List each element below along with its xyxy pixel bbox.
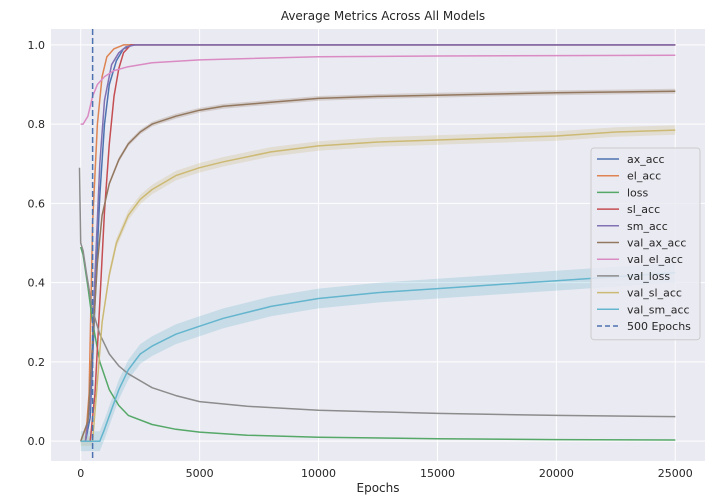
y-tick-label: 0.8 xyxy=(28,118,46,131)
x-tick-label: 5000 xyxy=(186,467,214,480)
x-axis-title: Epochs xyxy=(357,481,400,495)
legend-label: loss xyxy=(627,186,649,199)
x-tick-label: 10000 xyxy=(301,467,336,480)
legend-label: ax_acc xyxy=(627,153,665,166)
series-line-val_el_acc xyxy=(80,54,676,125)
legend-label: val_loss xyxy=(627,270,670,283)
legend-label: el_acc xyxy=(627,170,661,183)
y-tick-label: 0.4 xyxy=(28,277,46,290)
legend-label: val_ax_acc xyxy=(627,237,686,250)
x-tick-label: 15000 xyxy=(420,467,455,480)
y-tick-label: 0.2 xyxy=(28,356,46,369)
legend-box xyxy=(590,147,701,341)
legend-label: val_el_acc xyxy=(627,253,683,266)
chart-title: Average Metrics Across All Models xyxy=(281,9,485,23)
legend-label: val_sl_acc xyxy=(627,287,682,300)
series-line-val_sm_acc xyxy=(80,271,676,442)
y-axis-ticks: 0.0 0.2 0.4 0.6 0.8 1.0 xyxy=(28,39,46,448)
confidence-bands xyxy=(80,88,676,452)
series-line-val_sl_acc xyxy=(80,129,676,442)
y-tick-label: 1.0 xyxy=(28,39,46,52)
series-lines xyxy=(78,44,676,442)
legend-label: 500 Epochs xyxy=(627,320,691,333)
series-line-val_ax_acc xyxy=(79,90,676,442)
y-tick-label: 0.0 xyxy=(28,435,46,448)
series-line-loss xyxy=(79,246,676,441)
legend-label: sm_acc xyxy=(627,220,668,233)
y-tick-label: 0.6 xyxy=(28,197,46,210)
series-line-val_loss xyxy=(78,167,676,418)
x-axis-ticks: 0 5000 10000 15000 20000 25000 xyxy=(77,467,693,480)
legend-label: sl_acc xyxy=(627,203,660,216)
x-tick-label: 25000 xyxy=(658,467,693,480)
legend-label: val_sm_acc xyxy=(627,303,690,316)
x-tick-label: 0 xyxy=(77,467,84,480)
x-tick-label: 20000 xyxy=(539,467,574,480)
band-val_sm_acc xyxy=(80,262,676,452)
